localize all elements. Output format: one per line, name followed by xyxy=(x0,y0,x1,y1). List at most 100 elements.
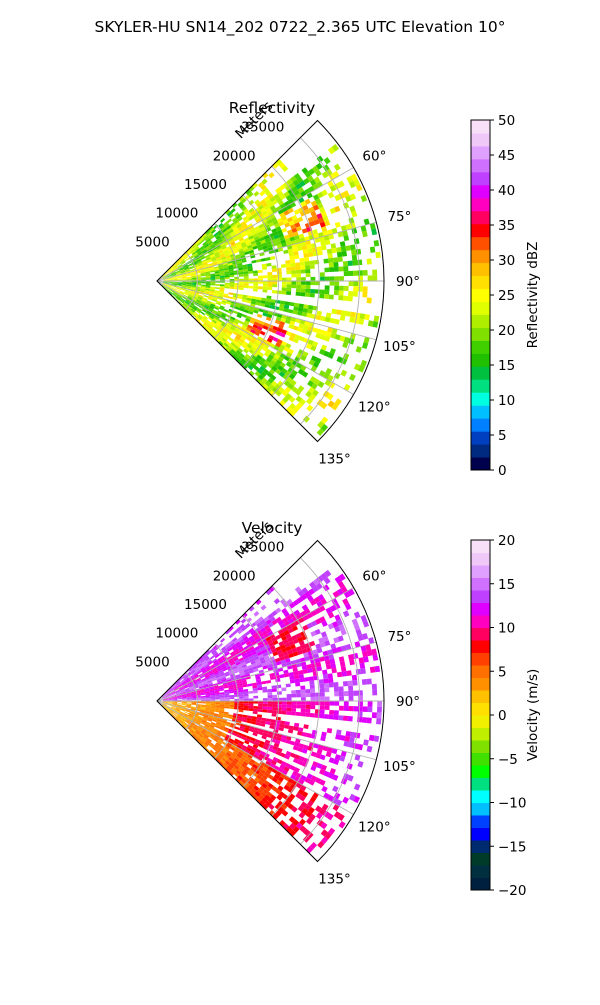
radar-gate xyxy=(203,295,208,298)
radar-gate xyxy=(282,704,287,708)
radar-gate xyxy=(268,172,274,178)
range-tick-label: 10000 xyxy=(155,206,198,222)
radar-gate xyxy=(348,686,353,691)
radar-gate xyxy=(357,761,363,768)
radar-gate xyxy=(331,663,337,669)
radar-gate xyxy=(253,690,258,693)
colorbar-tick-label: −5 xyxy=(498,752,518,768)
colorbar-segment xyxy=(471,120,490,133)
radar-gate xyxy=(309,676,314,681)
radar-gate xyxy=(342,797,349,804)
colorbar-segment xyxy=(471,237,490,250)
radar-gate xyxy=(319,714,324,719)
radar-gate xyxy=(339,291,344,296)
radar-gate xyxy=(262,709,267,712)
radar-gate xyxy=(239,274,244,277)
radar-gate xyxy=(281,711,286,715)
radar-gate xyxy=(360,668,365,674)
colorbar-tick-label: 40 xyxy=(498,183,515,199)
colorbar-segment xyxy=(471,353,490,366)
colorbar-tick-label: 50 xyxy=(498,113,515,129)
radar-gate xyxy=(225,705,230,707)
radar-gate xyxy=(367,258,372,264)
colorbar-tick-label: 30 xyxy=(498,253,515,269)
radar-gate xyxy=(268,695,273,698)
radar-gate xyxy=(328,258,333,263)
azimuth-tick-label: 135° xyxy=(318,871,351,887)
colorbar-segment xyxy=(471,301,490,314)
colorbar-label: Reflectivity dBZ xyxy=(525,242,541,349)
radar-gate xyxy=(295,678,300,682)
radar-gate xyxy=(225,277,230,279)
radar-gate xyxy=(220,277,225,279)
radar-gate xyxy=(339,706,344,711)
radar-gate xyxy=(320,701,325,705)
radar-gate xyxy=(244,276,249,279)
radar-gate xyxy=(358,701,363,706)
radar-gate xyxy=(206,278,211,280)
radar-gate xyxy=(320,290,325,295)
radar-gate xyxy=(277,698,282,701)
radar-gate xyxy=(324,157,331,164)
radar-gate xyxy=(357,717,362,723)
radar-gate xyxy=(338,257,343,262)
radar-gate xyxy=(367,707,372,713)
radar-gate xyxy=(220,703,225,705)
radar-gate xyxy=(355,732,361,738)
radar-gate xyxy=(360,663,366,669)
radar-gate xyxy=(201,282,206,283)
radar-gate xyxy=(289,302,294,306)
radar-gate xyxy=(352,675,357,681)
radar-gate xyxy=(253,711,258,714)
radar-gate xyxy=(352,260,357,266)
radar-gate xyxy=(303,724,308,729)
radar-gate xyxy=(272,685,277,689)
radar-gate xyxy=(339,276,344,281)
colorbar-segment xyxy=(471,366,490,379)
radar-gate xyxy=(329,715,334,720)
radar-gate xyxy=(225,697,230,699)
radar-gate xyxy=(306,273,311,277)
radar-gate xyxy=(272,695,277,698)
radar-gate xyxy=(300,262,305,266)
radar-gate xyxy=(268,704,273,707)
radar-gate xyxy=(342,671,347,677)
radar-gate xyxy=(333,262,338,267)
radar-gate xyxy=(276,685,281,689)
radar-gate xyxy=(277,274,282,277)
colorbar-segment xyxy=(471,578,490,591)
radar-gate xyxy=(177,703,182,704)
range-tick-label: 20000 xyxy=(213,148,256,164)
radar-gate xyxy=(311,281,316,285)
radar-gate xyxy=(350,312,356,318)
radar-gate xyxy=(317,250,322,255)
colorbar-segment xyxy=(471,753,490,766)
radar-gate xyxy=(334,267,339,272)
radar-gate xyxy=(282,698,287,701)
radar-gate xyxy=(288,309,293,314)
radar-gate xyxy=(351,250,356,256)
radar-gate xyxy=(301,701,306,705)
radar-gate xyxy=(327,728,332,733)
colorbar-segment xyxy=(471,765,490,778)
radar-gate xyxy=(256,259,261,263)
radar-gate xyxy=(323,258,328,263)
radar-gate xyxy=(201,277,206,279)
colorbar-segment xyxy=(471,603,490,616)
radar-gate xyxy=(377,707,382,713)
colorbar-tick-label: 5 xyxy=(498,428,507,444)
range-tick-label: 20000 xyxy=(213,568,256,584)
radar-gate xyxy=(290,679,295,683)
radar-gate xyxy=(277,701,282,704)
radar-gate xyxy=(335,222,341,228)
radar-gate xyxy=(310,693,315,697)
radar-gate xyxy=(300,685,305,689)
radar-gate xyxy=(285,260,290,264)
radar-gate xyxy=(311,277,316,281)
radar-gate xyxy=(348,296,353,301)
radar-gate xyxy=(305,709,310,713)
radar-gate xyxy=(348,271,353,276)
radar-gate xyxy=(363,286,368,292)
radar-gate xyxy=(287,701,292,705)
